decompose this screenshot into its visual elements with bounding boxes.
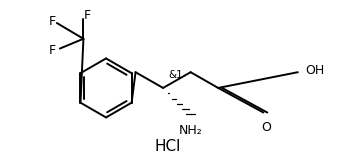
Text: NH₂: NH₂ — [179, 124, 203, 137]
Text: F: F — [84, 9, 91, 22]
Text: F: F — [49, 15, 56, 28]
Text: HCl: HCl — [155, 139, 181, 154]
Text: F: F — [49, 44, 56, 57]
Text: OH: OH — [306, 64, 325, 77]
Text: O: O — [262, 121, 271, 134]
Text: &1: &1 — [168, 70, 183, 80]
